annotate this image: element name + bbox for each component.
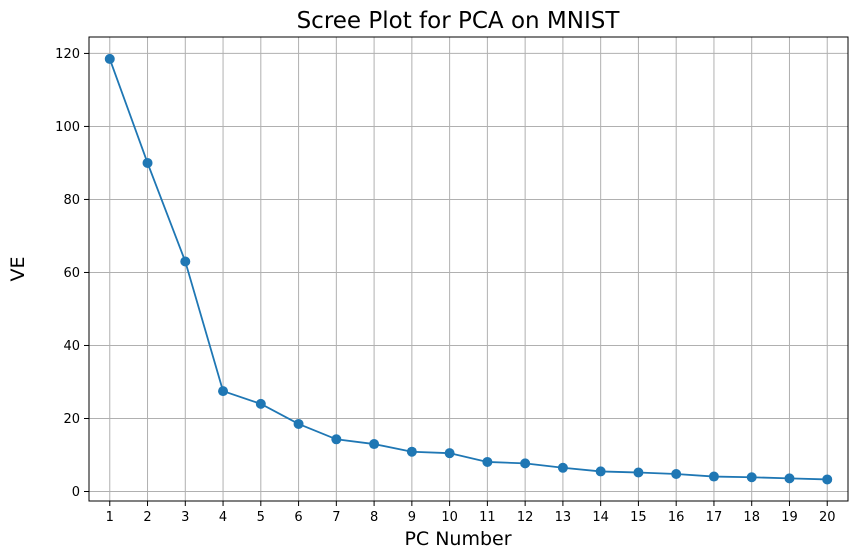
x-tick-label: 5 xyxy=(257,510,265,525)
x-tick-label: 20 xyxy=(819,510,836,525)
x-axis-ticks: 1 2 3 4 5 6 7 8 9 10 11 12 13 14 15 16 17 18 19 20 xyxy=(106,501,836,525)
y-tick-label: 40 xyxy=(63,339,80,354)
x-tick-label: 15 xyxy=(630,510,647,525)
x-tick-label: 11 xyxy=(479,510,496,525)
chart-title: Scree Plot for PCA on MNIST xyxy=(297,8,621,34)
data-point xyxy=(557,462,568,473)
y-tick-label: 0 xyxy=(72,485,80,500)
x-tick-label: 16 xyxy=(668,510,685,525)
data-point xyxy=(142,157,153,168)
y-tick-label: 60 xyxy=(63,266,80,281)
x-tick-label: 1 xyxy=(106,510,114,525)
data-point xyxy=(218,386,229,397)
x-axis-label: PC Number xyxy=(404,528,511,550)
data-point xyxy=(369,439,380,450)
x-tick-label: 3 xyxy=(181,510,189,525)
y-axis-ticks: 0 20 40 60 80 100 120 xyxy=(55,47,89,500)
data-point xyxy=(444,448,455,459)
x-tick-label: 9 xyxy=(408,510,416,525)
series-line xyxy=(108,58,828,481)
x-tick-label: 17 xyxy=(706,510,723,525)
x-tick-label: 10 xyxy=(441,510,458,525)
y-tick-label: 20 xyxy=(63,412,80,427)
data-point xyxy=(784,473,795,484)
data-point xyxy=(595,466,606,477)
x-tick-label: 7 xyxy=(332,510,340,525)
data-point xyxy=(822,474,833,485)
x-tick-label: 12 xyxy=(517,510,534,525)
grid-lines xyxy=(89,37,848,501)
data-point xyxy=(746,472,757,483)
x-tick-label: 19 xyxy=(781,510,798,525)
y-axis-label: VE xyxy=(7,256,29,281)
data-point xyxy=(293,418,304,429)
data-point xyxy=(406,446,417,457)
data-point xyxy=(255,398,266,409)
x-tick-label: 18 xyxy=(743,510,760,525)
data-point xyxy=(520,458,531,469)
y-tick-label: 80 xyxy=(63,193,80,208)
series-layer xyxy=(104,53,833,485)
x-tick-label: 4 xyxy=(219,510,227,525)
data-point xyxy=(482,456,493,467)
data-point xyxy=(331,434,342,445)
data-point xyxy=(104,53,115,64)
data-point xyxy=(671,468,682,479)
x-tick-label: 2 xyxy=(143,510,151,525)
data-point xyxy=(708,471,719,482)
x-tick-label: 8 xyxy=(370,510,378,525)
plot-frame xyxy=(88,36,849,502)
x-tick-label: 6 xyxy=(294,510,302,525)
x-tick-label: 13 xyxy=(555,510,572,525)
data-point xyxy=(180,256,191,267)
y-tick-label: 100 xyxy=(55,120,80,135)
y-tick-label: 120 xyxy=(55,47,80,62)
x-tick-label: 14 xyxy=(592,510,609,525)
data-point xyxy=(633,467,644,478)
